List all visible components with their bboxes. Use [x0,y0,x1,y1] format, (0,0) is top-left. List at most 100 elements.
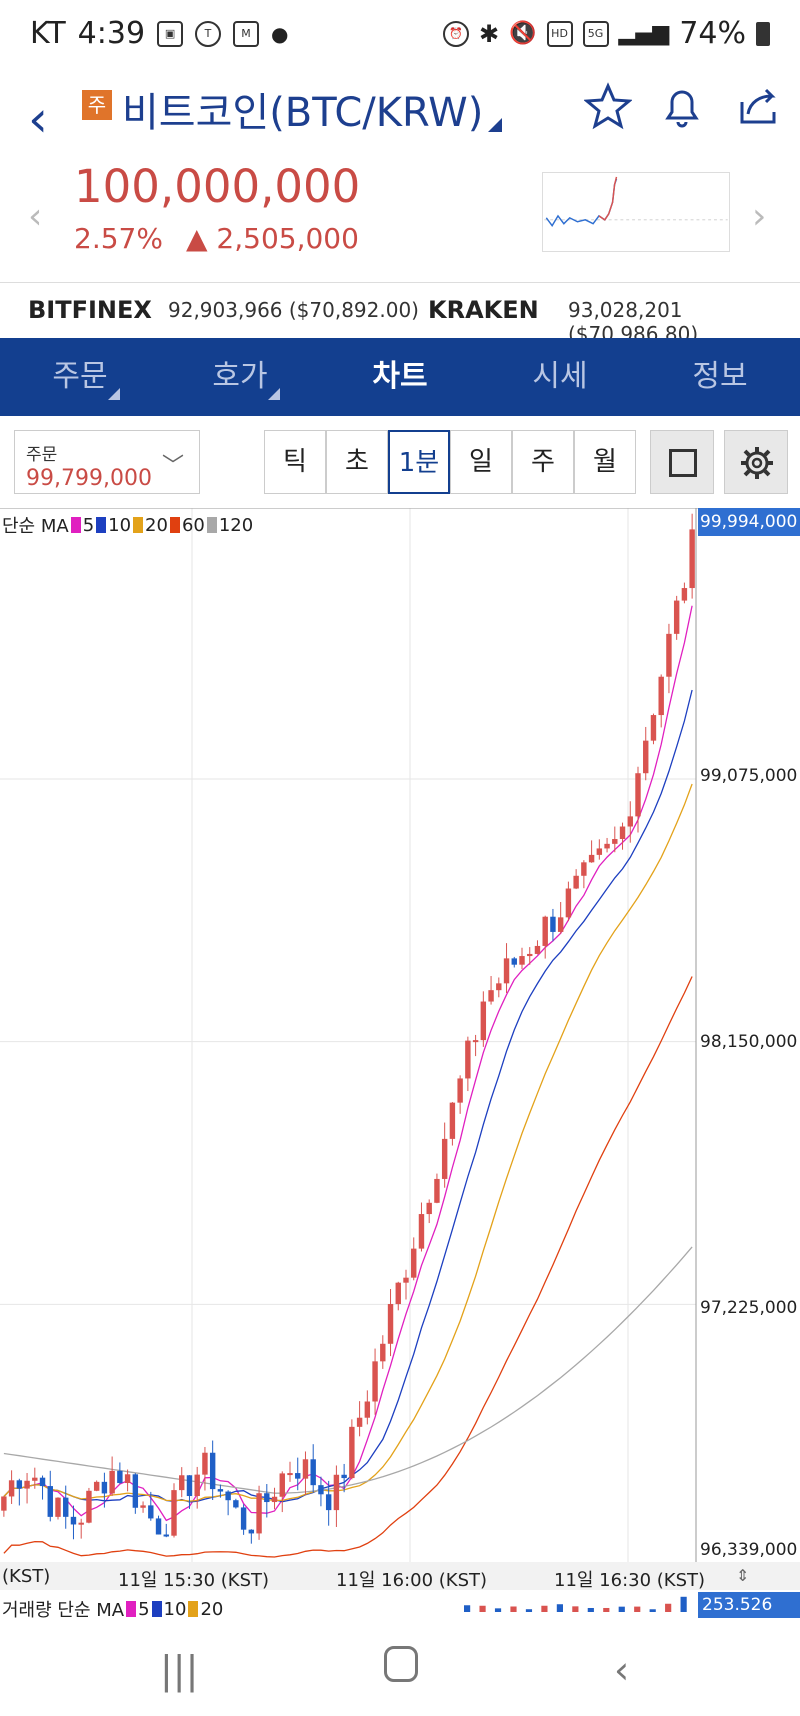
recent-apps-icon[interactable]: ||| [160,1648,199,1692]
volume-bar [665,1603,672,1612]
volume-bar [634,1606,641,1612]
coin-select-caret-icon[interactable] [488,118,502,132]
candle [287,1473,293,1476]
tab-orderbook[interactable]: 호가 [212,359,268,394]
back-button[interactable]: ‹ [28,90,48,148]
settings-button[interactable] [724,430,788,494]
candle [488,990,494,1002]
dot-icon: ● [271,21,289,46]
tab-info[interactable]: 정보 [692,359,748,394]
candle [418,1214,425,1249]
star-icon[interactable] [584,82,632,130]
period-day[interactable]: 일 [450,430,512,494]
period-month[interactable]: 월 [574,430,636,494]
system-back-icon[interactable]: ‹ [614,1648,630,1692]
chart-grid [0,508,696,1562]
candle [47,1486,53,1517]
share-icon[interactable] [734,82,782,130]
y-tick-label: 99,075,000 [700,766,798,786]
tab-orderbook-menu-icon [268,388,280,400]
candle [302,1459,309,1479]
candle [666,633,672,677]
battery-label: 74% [679,16,746,51]
fullscreen-button[interactable] [650,430,714,494]
ma120-swatch [206,517,217,533]
candle [8,1480,15,1497]
vol-ma5-swatch [126,1601,137,1617]
mute-icon: 🔇 [509,21,537,46]
candle [503,958,510,984]
period-second[interactable]: 초 [326,430,388,494]
time-axis [0,1562,800,1590]
status-left: KT 4:39 ▣ T M ● [30,16,289,51]
volume-bar [556,1604,563,1612]
next-coin-arrow-icon[interactable]: › [752,196,767,237]
candle [635,773,641,817]
candle [356,1417,363,1427]
y-tick-label: 97,225,000 [700,1298,798,1318]
order-price-dropdown[interactable] [14,430,200,494]
vol-ma20-swatch [188,1601,199,1617]
candle [403,1277,409,1283]
period-tick[interactable]: 틱 [264,430,326,494]
y-tick-label: 96,339,000 [700,1540,798,1560]
volume-bar [494,1608,502,1612]
volume-bar [510,1606,517,1612]
candle [619,826,626,840]
candle [194,1474,200,1497]
candle [387,1304,394,1344]
tab-order[interactable]: 주문 [52,359,108,394]
candle [689,529,695,589]
candlestick-chart[interactable] [0,508,800,1616]
gmail-icon: M [233,20,260,47]
volume-bar [603,1607,610,1612]
change-amount: ▲ 2,505,000 [186,222,359,255]
candle [542,916,548,946]
ma-line-120 [3,1246,693,1494]
alarm-icon: ⏰ [443,20,470,47]
x-tick-label: (KST) [2,1566,51,1587]
candle [16,1480,23,1489]
candle [349,1426,355,1479]
tab-quotes[interactable]: 시세 [532,359,588,394]
exchange-name-1: BITFINEX [28,296,152,324]
axis-resize-icon[interactable]: ⇕ [736,1566,750,1585]
ma-line-5 [3,605,693,1522]
candle [411,1248,417,1278]
candle [225,1491,231,1501]
candle [511,958,517,965]
candle [496,983,502,991]
candle [457,1078,463,1103]
bell-icon[interactable] [658,82,706,130]
home-icon[interactable] [384,1646,418,1682]
candle [217,1489,224,1492]
volume-last-tag: 253.526 [698,1592,800,1618]
mini-chart [542,172,730,252]
divider [0,282,800,283]
moving-average-lines [3,605,693,1558]
vol-ma10-swatch [151,1601,162,1617]
candle [565,888,572,918]
candle [279,1473,285,1497]
candle [202,1452,208,1475]
candle [155,1518,162,1535]
candle [124,1474,131,1484]
candle [380,1343,386,1362]
x-tick-label: 11일 16:30 (KST) [554,1570,706,1591]
coin-title[interactable]: 비트코인(BTC/KRW) [122,90,484,136]
ma-legend-label: 단순 MA [2,516,69,537]
candle [527,953,533,957]
vol-ma5-label: 5 [138,1598,150,1620]
change-percent: 2.57% [74,222,163,255]
tab-chart[interactable]: 차트 [372,359,428,394]
candle [372,1361,378,1402]
candle [310,1459,316,1486]
candle [434,1178,440,1203]
prev-coin-arrow-icon[interactable]: ‹ [28,196,43,237]
candle [93,1481,100,1491]
candle [39,1477,46,1487]
period-week[interactable]: 주 [512,430,574,494]
candle [604,843,610,849]
period-1min[interactable]: 1분 [388,430,450,494]
vol-ma20-label: 20 [200,1598,224,1620]
